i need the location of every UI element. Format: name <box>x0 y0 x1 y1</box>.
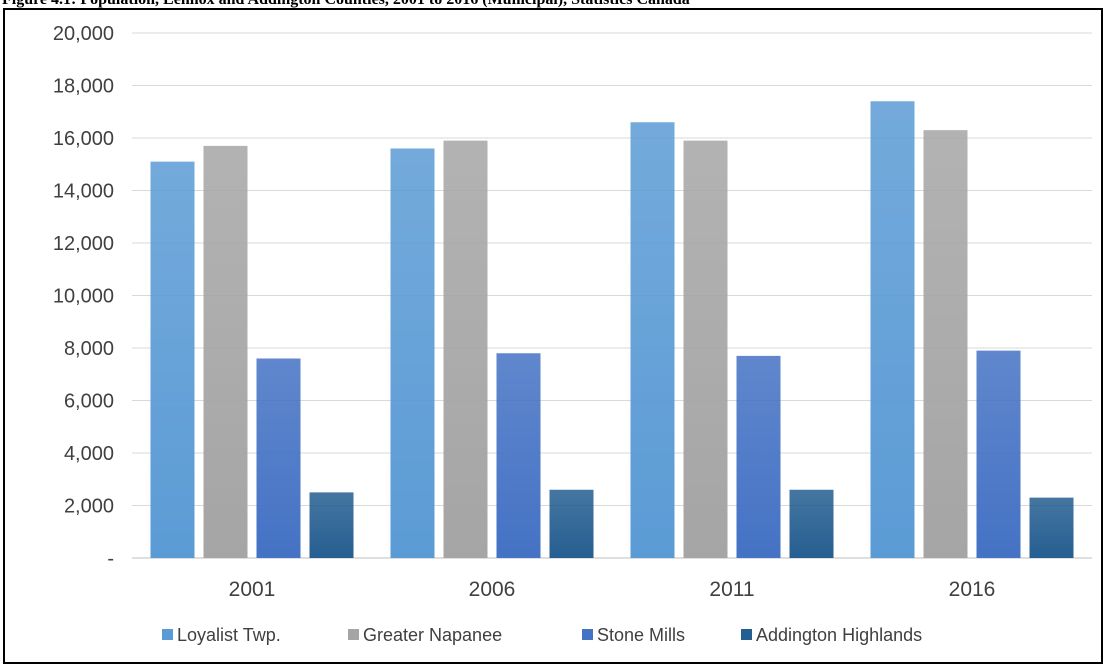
legend-item: Loyalist Twp. <box>162 625 281 645</box>
x-category-label: 2001 <box>229 578 276 601</box>
legend-item: Addington Highlands <box>741 625 922 645</box>
y-tick-label: 12,000 <box>53 233 114 255</box>
legend-label: Greater Napanee <box>363 625 502 645</box>
legend-item: Greater Napanee <box>348 625 502 645</box>
legend-item: Stone Mills <box>582 625 685 645</box>
bar-stone-mills-2011 <box>736 355 781 558</box>
legend: Loyalist Twp. Greater Napanee Stone Mills A… <box>162 625 922 645</box>
y-tick-label: 8,000 <box>64 338 114 360</box>
bar-addington-highlands-2016 <box>1029 497 1074 558</box>
y-tick-label: 4,000 <box>64 443 114 465</box>
bar-loyalist-twp-2011 <box>630 122 675 558</box>
y-tick-label: 18,000 <box>53 76 114 98</box>
legend-label: Loyalist Twp. <box>177 625 281 645</box>
y-axis-tick-labels: - 2,000 4,000 6,000 8,000 10,000 12,000 14,000 1… <box>53 23 114 570</box>
x-axis-category-labels: 2001 2006 2011 2016 <box>229 578 996 601</box>
bar-stone-mills-2006 <box>496 353 541 558</box>
legend-swatch <box>741 629 752 640</box>
bar-stone-mills-2016 <box>976 350 1021 558</box>
bars <box>150 101 1074 558</box>
bar-addington-highlands-2006 <box>549 489 594 558</box>
y-tick-label: 10,000 <box>53 286 114 308</box>
bar-greater-napanee-2011 <box>683 140 728 558</box>
legend-label: Stone Mills <box>597 625 685 645</box>
bar-addington-highlands-2011 <box>789 489 834 558</box>
y-tick-label: 14,000 <box>53 181 114 203</box>
legend-swatch <box>582 629 593 640</box>
x-category-label: 2006 <box>469 578 516 601</box>
x-category-label: 2011 <box>709 578 754 601</box>
x-category-label: 2016 <box>949 578 996 601</box>
y-tick-label: 2,000 <box>64 496 114 518</box>
legend-swatch <box>348 629 359 640</box>
y-tick-label: - <box>107 548 114 570</box>
bar-addington-highlands-2001 <box>309 492 354 558</box>
legend-swatch <box>162 629 173 640</box>
bar-greater-napanee-2001 <box>203 145 248 558</box>
bar-loyalist-twp-2006 <box>390 148 435 558</box>
bar-greater-napanee-2006 <box>443 140 488 558</box>
y-tick-label: 16,000 <box>53 128 114 150</box>
bar-stone-mills-2001 <box>256 358 301 558</box>
bar-greater-napanee-2016 <box>923 130 968 558</box>
chart-frame <box>3 8 1103 664</box>
figure-caption: Figure 4.1: Population, Lennox and Addin… <box>0 0 1108 8</box>
bar-loyalist-twp-2016 <box>870 101 915 558</box>
bar-loyalist-twp-2001 <box>150 161 195 558</box>
y-tick-label: 20,000 <box>53 23 114 45</box>
legend-label: Addington Highlands <box>756 625 922 645</box>
y-tick-label: 6,000 <box>64 391 114 413</box>
